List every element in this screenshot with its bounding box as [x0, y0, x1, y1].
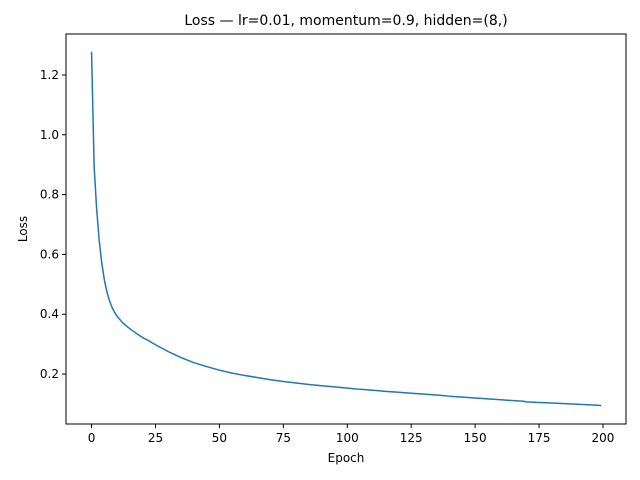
chart-title: Loss — lr=0.01, momentum=0.9, hidden=(8,… — [184, 13, 507, 29]
x-tick-label: 150 — [464, 431, 487, 445]
ticks-layer: 0 25 50 75 100 125 150 175 200 0.2 0.4 0.6 0.8 1.0 1.2 — [40, 68, 615, 445]
y-tick-label: 0.2 — [40, 367, 59, 381]
x-tick-label: 25 — [148, 431, 163, 445]
y-axis-label: Loss — [16, 216, 30, 242]
y-tick-label: 1.0 — [40, 128, 59, 142]
y-tick-label: 0.6 — [40, 247, 59, 261]
x-tick-label: 0 — [88, 431, 96, 445]
x-tick-label: 100 — [336, 431, 359, 445]
y-tick-label: 0.8 — [40, 188, 59, 202]
y-tick-label: 1.2 — [40, 68, 59, 82]
loss-series-line — [90, 51, 602, 407]
plot-frame — [65, 33, 627, 425]
y-tick-label: 0.4 — [40, 307, 59, 321]
x-tick-label: 125 — [400, 431, 423, 445]
x-tick-label: 75 — [276, 431, 291, 445]
x-tick-label: 175 — [528, 431, 551, 445]
x-axis-label: Epoch — [328, 451, 365, 465]
x-tick-label: 200 — [592, 431, 615, 445]
x-tick-label: 50 — [212, 431, 227, 445]
